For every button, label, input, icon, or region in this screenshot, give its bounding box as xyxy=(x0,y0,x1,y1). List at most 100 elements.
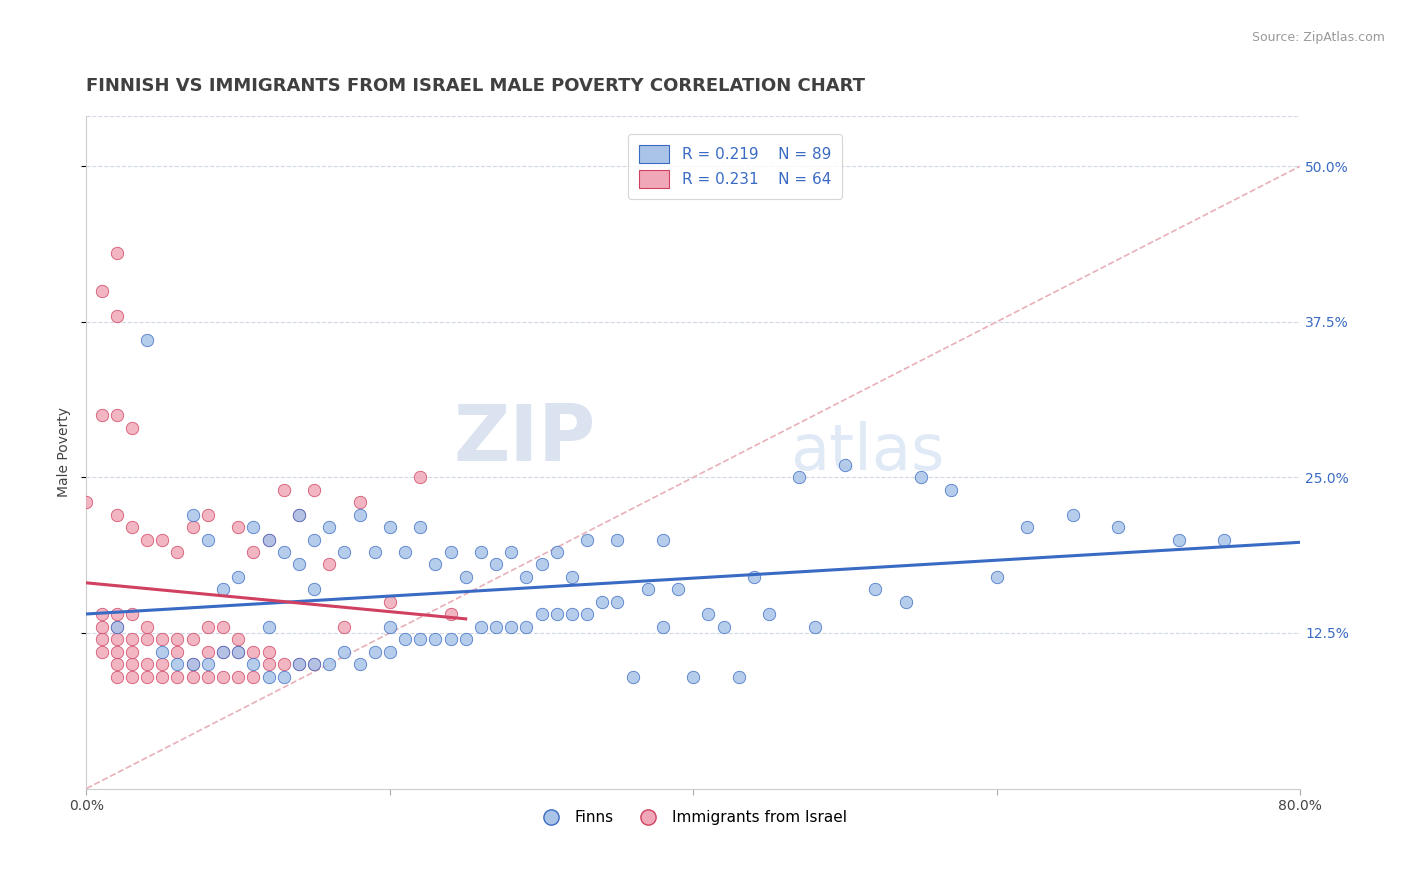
Point xyxy=(150,645,173,659)
Point xyxy=(90,408,112,422)
Point xyxy=(181,657,204,671)
Point xyxy=(75,495,97,509)
Point xyxy=(727,669,749,683)
Point xyxy=(378,645,401,659)
Point xyxy=(166,632,188,647)
Point xyxy=(439,632,461,647)
Point xyxy=(181,508,204,522)
Point xyxy=(910,470,932,484)
Point xyxy=(333,645,356,659)
Point xyxy=(197,645,219,659)
Point xyxy=(105,309,128,323)
Point xyxy=(409,470,432,484)
Point xyxy=(150,657,173,671)
Point xyxy=(288,657,311,671)
Point xyxy=(105,246,128,260)
Point xyxy=(242,545,264,559)
Point xyxy=(1062,508,1084,522)
Point xyxy=(136,669,159,683)
Point xyxy=(454,570,477,584)
Point xyxy=(197,533,219,547)
Point xyxy=(105,645,128,659)
Point xyxy=(515,570,537,584)
Point xyxy=(242,645,264,659)
Point xyxy=(242,520,264,534)
Point xyxy=(530,607,553,622)
Point xyxy=(758,607,780,622)
Point xyxy=(226,632,249,647)
Point xyxy=(501,620,523,634)
Point xyxy=(349,657,371,671)
Text: FINNISH VS IMMIGRANTS FROM ISRAEL MALE POVERTY CORRELATION CHART: FINNISH VS IMMIGRANTS FROM ISRAEL MALE P… xyxy=(86,78,866,95)
Point xyxy=(485,620,508,634)
Point xyxy=(425,632,447,647)
Point xyxy=(136,657,159,671)
Point xyxy=(121,669,143,683)
Point xyxy=(257,533,280,547)
Point xyxy=(742,570,765,584)
Point xyxy=(136,533,159,547)
Point xyxy=(302,533,325,547)
Point xyxy=(576,533,599,547)
Point xyxy=(470,620,492,634)
Point xyxy=(803,620,825,634)
Point xyxy=(561,607,583,622)
Point xyxy=(941,483,963,497)
Point xyxy=(90,632,112,647)
Point xyxy=(561,570,583,584)
Point xyxy=(226,520,249,534)
Point xyxy=(682,669,704,683)
Point xyxy=(136,334,159,348)
Point xyxy=(318,520,340,534)
Point xyxy=(394,632,416,647)
Point xyxy=(637,582,659,597)
Point xyxy=(197,657,219,671)
Point xyxy=(318,657,340,671)
Point xyxy=(318,558,340,572)
Point xyxy=(105,657,128,671)
Point xyxy=(257,657,280,671)
Point xyxy=(212,645,235,659)
Point xyxy=(1213,533,1236,547)
Point xyxy=(242,669,264,683)
Point xyxy=(105,632,128,647)
Point xyxy=(288,508,311,522)
Point xyxy=(212,645,235,659)
Point xyxy=(302,657,325,671)
Point xyxy=(363,645,385,659)
Point xyxy=(257,669,280,683)
Point xyxy=(150,533,173,547)
Point xyxy=(591,595,613,609)
Point xyxy=(349,508,371,522)
Text: atlas: atlas xyxy=(790,422,945,483)
Point xyxy=(425,558,447,572)
Point xyxy=(439,607,461,622)
Point xyxy=(834,458,856,472)
Point xyxy=(121,520,143,534)
Point xyxy=(501,545,523,559)
Point xyxy=(530,558,553,572)
Point xyxy=(150,669,173,683)
Point xyxy=(652,620,675,634)
Point xyxy=(136,632,159,647)
Point xyxy=(333,620,356,634)
Point xyxy=(273,483,295,497)
Point xyxy=(288,657,311,671)
Point xyxy=(789,470,811,484)
Point xyxy=(121,657,143,671)
Point xyxy=(378,520,401,534)
Point xyxy=(166,657,188,671)
Point xyxy=(865,582,887,597)
Point xyxy=(894,595,917,609)
Point xyxy=(197,508,219,522)
Point xyxy=(273,669,295,683)
Point xyxy=(197,669,219,683)
Point xyxy=(546,545,568,559)
Point xyxy=(166,645,188,659)
Point xyxy=(105,620,128,634)
Point xyxy=(257,533,280,547)
Text: ZIP: ZIP xyxy=(454,401,596,477)
Legend: Finns, Immigrants from Israel: Finns, Immigrants from Israel xyxy=(533,804,853,831)
Y-axis label: Male Poverty: Male Poverty xyxy=(58,408,72,498)
Point xyxy=(470,545,492,559)
